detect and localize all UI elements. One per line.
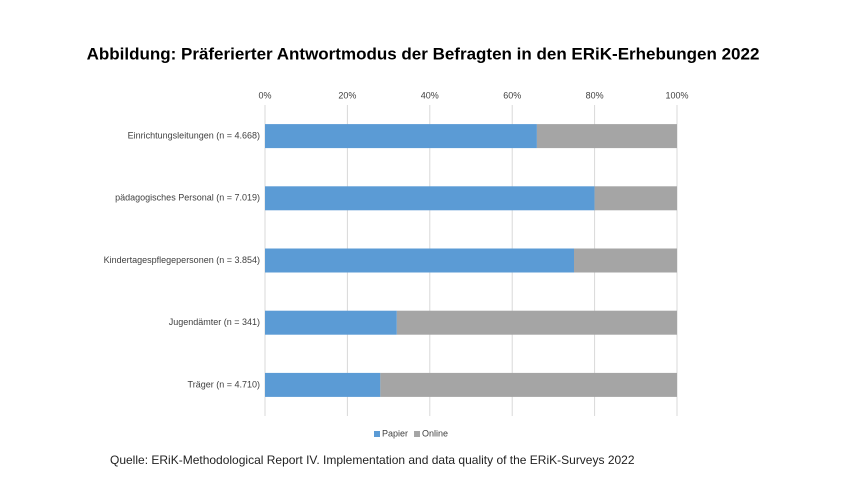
bar-segment [265, 186, 595, 211]
bar-segment [396, 310, 677, 335]
bar-segment [574, 248, 677, 273]
x-tick-label: 0% [258, 90, 271, 100]
y-tick-label: Träger (n = 4.710) [188, 379, 260, 389]
x-tick-label: 20% [338, 90, 356, 100]
y-tick-label: Kindertagespflegepersonen (n = 3.854) [104, 255, 260, 265]
y-tick-label: Einrichtungsleitungen (n = 4.668) [128, 130, 260, 140]
legend-swatch [414, 431, 421, 437]
x-tick-label: 40% [421, 90, 439, 100]
x-tick-label: 80% [586, 90, 604, 100]
y-tick-label: Jugendämter (n = 341) [169, 317, 260, 327]
legend-swatch [374, 431, 380, 437]
chart-title: Abbildung: Präferierter Antwortmodus der… [87, 44, 760, 63]
source-note: Quelle: ERiK-Methodological Report IV. I… [110, 453, 635, 467]
bar-segment [265, 124, 537, 149]
bar-segment [265, 372, 381, 397]
y-tick-label: pädagogisches Personal (n = 7.019) [115, 193, 260, 203]
bar-segment [380, 372, 677, 397]
bar-segment [536, 124, 677, 149]
x-tick-label: 60% [503, 90, 521, 100]
legend-label: Online [422, 428, 448, 438]
legend-label: Papier [382, 428, 408, 438]
bar-segment [265, 310, 397, 335]
x-tick-label: 100% [665, 90, 688, 100]
bar-segment [265, 248, 574, 273]
bar-segment [594, 186, 677, 211]
